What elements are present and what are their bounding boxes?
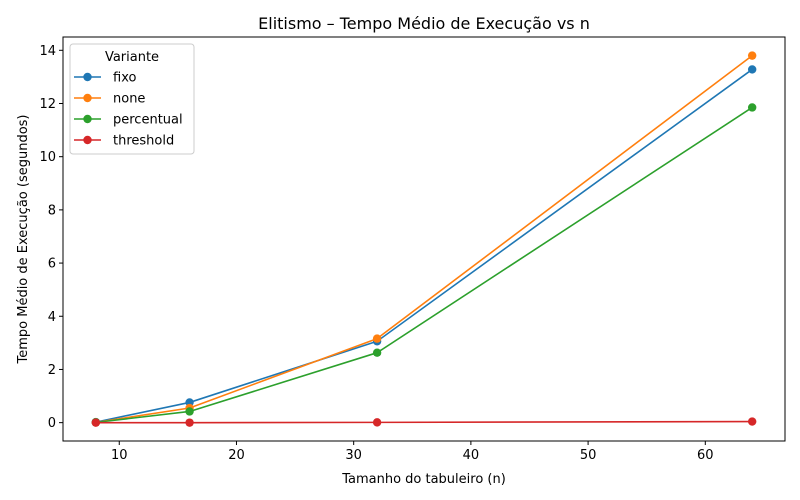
legend-items: fixo none percentual threshold — [74, 71, 183, 149]
y-tick-label: 4 — [48, 310, 56, 325]
legend-box — [69, 43, 195, 155]
series-line-fixo — [95, 68, 753, 423]
x-tick-label: 50 — [580, 448, 597, 463]
y-tick-label: 10 — [39, 150, 56, 165]
legend-item-none: none — [74, 92, 145, 107]
legend-item-threshold: threshold — [74, 134, 174, 149]
data-point-percentual — [185, 407, 194, 416]
data-point-threshold — [91, 418, 101, 427]
y-tick-label: 12 — [39, 97, 56, 112]
x-tick-label: 10 — [111, 448, 128, 463]
legend-item-fixo: fixo — [74, 71, 136, 86]
data-point-threshold — [185, 418, 194, 427]
y-tick-label: 6 — [48, 257, 56, 272]
data-point-threshold — [747, 417, 757, 426]
data-point-fixo — [747, 65, 757, 74]
data-point-none — [747, 51, 757, 60]
y-tick-label: 0 — [48, 416, 56, 431]
series-line-threshold — [95, 420, 753, 424]
data-point-percentual — [747, 103, 757, 112]
series-line-percentual — [95, 106, 753, 424]
series-threshold — [91, 417, 757, 427]
data-point-percentual — [372, 348, 382, 357]
legend-marker — [83, 93, 92, 103]
data-point-threshold — [372, 418, 382, 427]
y-axis-label: Tempo Médio de Execução (segundos) — [16, 115, 31, 365]
y-tick-label: 2 — [48, 363, 56, 378]
legend-marker — [83, 72, 92, 82]
legend-label: threshold — [113, 134, 174, 149]
legend-title: Variante — [105, 50, 159, 65]
y-tick-label: 8 — [48, 203, 56, 218]
x-tick-label: 40 — [463, 448, 480, 463]
series-line-none — [95, 54, 753, 424]
legend-marker — [83, 114, 92, 124]
x-tick-label: 20 — [228, 448, 245, 463]
legend-label: fixo — [113, 71, 136, 86]
y-tick-label: 14 — [39, 44, 56, 59]
series-layer — [91, 51, 757, 427]
x-tick-label: 30 — [345, 448, 362, 463]
legend-label: none — [113, 92, 145, 107]
x-axis-label: Tamanho do tabuleiro (n) — [341, 472, 506, 487]
x-tick-label: 60 — [697, 448, 714, 463]
legend-label: percentual — [113, 113, 183, 128]
data-point-none — [372, 334, 382, 343]
legend-marker — [83, 135, 92, 145]
plot-frame — [62, 36, 786, 442]
legend-item-percentual: percentual — [74, 113, 183, 128]
chart-title: Elitismo – Tempo Médio de Execução vs n — [258, 14, 590, 33]
legend: Variante fixo none percentual threshold — [69, 43, 195, 155]
y-axis-ticks: 0 2 4 6 8 10 12 14 — [39, 44, 63, 431]
x-axis-ticks: 10 20 30 40 50 60 — [111, 441, 714, 463]
